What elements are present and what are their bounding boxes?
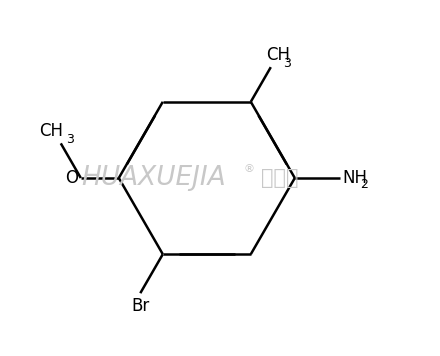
Text: 2: 2 bbox=[360, 178, 368, 190]
Text: 3: 3 bbox=[283, 57, 291, 70]
Text: O: O bbox=[65, 169, 78, 187]
Text: NH: NH bbox=[343, 169, 368, 187]
Text: CH: CH bbox=[266, 46, 290, 64]
Text: 化学家: 化学家 bbox=[260, 168, 298, 188]
Text: CH: CH bbox=[39, 122, 63, 140]
Text: 3: 3 bbox=[66, 134, 74, 146]
Text: HUAXUEJIA: HUAXUEJIA bbox=[82, 165, 226, 191]
Text: Br: Br bbox=[131, 297, 150, 315]
Text: ®: ® bbox=[243, 164, 254, 174]
